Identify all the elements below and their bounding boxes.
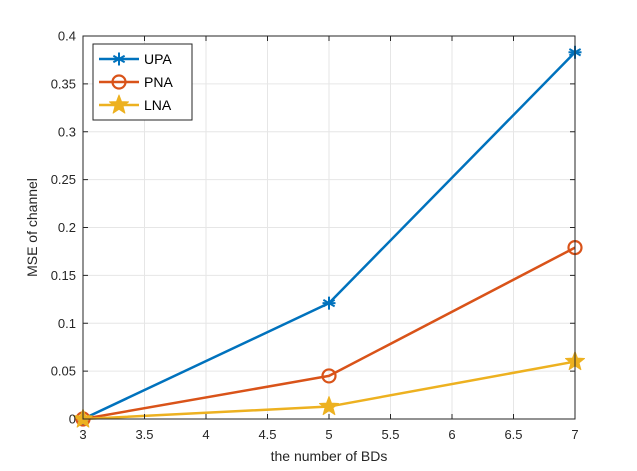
data-point-pna (321, 368, 337, 384)
y-tick-label: 0.15 (51, 268, 76, 283)
x-tick-label: 5 (325, 427, 332, 442)
y-axis-label: MSE of channel (24, 178, 40, 277)
legend: UPA PNA LNA (92, 43, 193, 121)
x-tick-label: 5.5 (381, 427, 399, 442)
data-point-lna (318, 396, 340, 416)
series-layer (72, 45, 586, 428)
y-tick-label: 0.05 (51, 364, 76, 379)
x-tick-label: 6.5 (504, 427, 522, 442)
legend-label-upa: UPA (144, 51, 172, 67)
y-tick-label: 0.35 (51, 76, 76, 91)
legend-label-lna: LNA (144, 97, 172, 113)
x-tick-label: 3 (79, 427, 86, 442)
y-tick-label: 0 (69, 412, 76, 427)
x-tick-label: 3.5 (135, 427, 153, 442)
legend-marker-pna (111, 74, 127, 90)
legend-label-pna: PNA (144, 74, 173, 90)
y-tick-label: 0.25 (51, 172, 76, 187)
legend-marker-lna (108, 94, 130, 114)
y-tick-label: 0.4 (58, 29, 76, 44)
x-tick-label: 4.5 (258, 427, 276, 442)
x-tick-label: 7 (571, 427, 578, 442)
y-tick-label: 0.2 (58, 220, 76, 235)
y-tick-label: 0.3 (58, 124, 76, 139)
y-tick-label: 0.1 (58, 316, 76, 331)
ticks: 3 3.5 4 4.5 5 5.5 6 6.5 7 0 0.05 0.1 0.15 0.2 0.25 0.3 0… (51, 29, 579, 443)
x-tick-label: 6 (448, 427, 455, 442)
data-point-upa (322, 296, 336, 310)
series-line-pna (82, 246, 576, 421)
x-tick-label: 4 (202, 427, 209, 442)
x-axis-label: the number of BDs (271, 448, 388, 464)
legend-marker-upa (112, 52, 126, 66)
